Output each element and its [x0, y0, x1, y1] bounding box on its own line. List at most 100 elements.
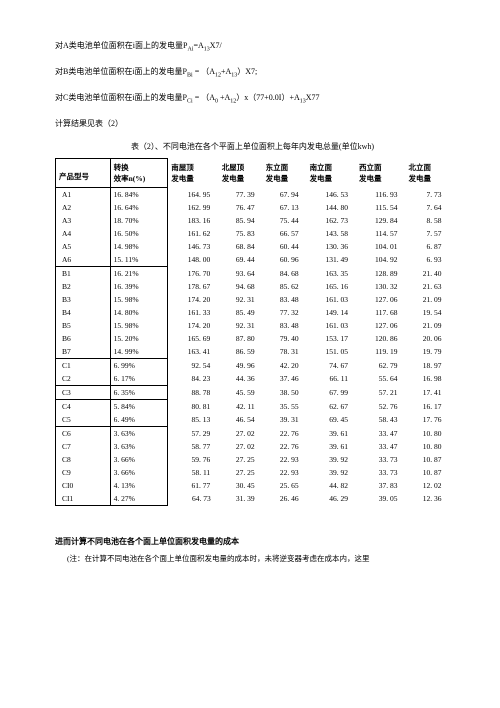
cell-value: 17. 41 [406, 386, 450, 400]
cell-value: 12. 02 [406, 479, 450, 492]
cell-value: 131. 49 [307, 253, 356, 267]
cell-value: 127. 06 [356, 319, 405, 332]
cell-value: 6. 87 [406, 240, 450, 253]
table-row: B714. 99%163. 4186. 5978. 31151. 05119. … [56, 345, 450, 359]
header-product: 产品型号 [56, 159, 111, 188]
table-row: CI04. 13%61. 7730. 4525. 6544. 8237. 831… [56, 479, 450, 492]
cell-value: 128. 89 [356, 267, 405, 281]
cell-product: B6 [56, 332, 111, 345]
cell-value: 178. 67 [168, 280, 219, 293]
cell-value: 39. 61 [307, 427, 356, 441]
cell-value: 153. 17 [307, 332, 356, 345]
cell-value: 38. 50 [263, 386, 307, 400]
cell-product: CI1 [56, 492, 111, 506]
bottom-heading: 进而计算不同电池在各个面上单位面积发电量的成本 [55, 536, 450, 547]
cell-value: 33. 47 [356, 440, 405, 453]
cell-value: 75. 44 [263, 214, 307, 227]
cell-value: 119. 19 [356, 345, 405, 359]
cell-value: 27. 25 [219, 466, 263, 479]
cell-value: 148. 00 [168, 253, 219, 267]
header-west: 西立面发电量 [356, 159, 405, 188]
header-south: 南立面发电量 [307, 159, 356, 188]
cell-value: 46. 54 [219, 413, 263, 427]
cell-value: 165. 16 [307, 280, 356, 293]
cell-value: 59. 76 [168, 453, 219, 466]
cell-value: 80. 81 [168, 400, 219, 414]
formula-2: 对B类电池单位面积在i面上的发电量PBi = （A12+A13）X7; [55, 66, 450, 80]
cell-value: 39. 92 [307, 453, 356, 466]
cell-efficiency: 15. 98% [110, 319, 168, 332]
bottom-note: (注：在计算不同电池在各个面上单位面积发电量的成本时，未将逆变器考虑在成本内，这… [55, 553, 450, 564]
cell-product: A4 [56, 227, 111, 240]
cell-product: A3 [56, 214, 111, 227]
cell-value: 49. 96 [219, 359, 263, 373]
cell-efficiency: 5. 84% [110, 400, 168, 414]
cell-value: 61. 77 [168, 479, 219, 492]
cell-value: 120. 86 [356, 332, 405, 345]
cell-value: 161. 33 [168, 306, 219, 319]
cell-efficiency: 4. 27% [110, 492, 168, 506]
table-header-row: 产品型号 转换效率n(%) 南屋顶发电量 北屋顶发电量 东立面发电量 南立面发电… [56, 159, 450, 188]
table-row: A318. 70%183. 1685. 9475. 44162. 73129. … [56, 214, 450, 227]
cell-value: 67. 13 [263, 201, 307, 214]
cell-value: 42. 11 [219, 400, 263, 414]
cell-product: A6 [56, 253, 111, 267]
header-north: 北立面发电量 [406, 159, 450, 188]
cell-value: 104. 01 [356, 240, 405, 253]
cell-product: C3 [56, 386, 111, 400]
cell-efficiency: 4. 13% [110, 479, 168, 492]
cell-value: 117. 68 [356, 306, 405, 319]
cell-value: 7. 73 [406, 188, 450, 202]
cell-product: B2 [56, 280, 111, 293]
cell-efficiency: 16. 84% [110, 188, 168, 202]
cell-value: 33. 47 [356, 427, 405, 441]
cell-value: 143. 58 [307, 227, 356, 240]
cell-value: 94. 68 [219, 280, 263, 293]
cell-value: 60. 44 [263, 240, 307, 253]
table-row: A416. 50%161. 6275. 8366. 57143. 58114. … [56, 227, 450, 240]
cell-value: 129. 84 [356, 214, 405, 227]
table-row: A615. 11%148. 0069. 4460. 96131. 49104. … [56, 253, 450, 267]
cell-value: 33. 73 [356, 453, 405, 466]
cell-product: A1 [56, 188, 111, 202]
cell-value: 10. 87 [406, 453, 450, 466]
cell-value: 27. 02 [219, 440, 263, 453]
cell-value: 19. 54 [406, 306, 450, 319]
cell-efficiency: 6. 49% [110, 413, 168, 427]
cell-value: 27. 25 [219, 453, 263, 466]
cell-efficiency: 16. 21% [110, 267, 168, 281]
cell-efficiency: 3. 66% [110, 466, 168, 479]
cell-value: 161. 03 [307, 293, 356, 306]
cell-value: 52. 76 [356, 400, 405, 414]
cell-value: 76. 47 [219, 201, 263, 214]
cell-value: 114. 57 [356, 227, 405, 240]
cell-efficiency: 15. 11% [110, 253, 168, 267]
cell-value: 39. 61 [307, 440, 356, 453]
cell-product: C2 [56, 372, 111, 386]
table-row: A216. 64%162. 9976. 4767. 13144. 80115. … [56, 201, 450, 214]
cell-value: 174. 20 [168, 319, 219, 332]
cell-efficiency: 18. 70% [110, 214, 168, 227]
cell-value: 86. 59 [219, 345, 263, 359]
cell-value: 27. 02 [219, 427, 263, 441]
cell-value: 39. 31 [263, 413, 307, 427]
data-table: 产品型号 转换效率n(%) 南屋顶发电量 北屋顶发电量 东立面发电量 南立面发电… [55, 158, 450, 506]
cell-value: 62. 79 [356, 359, 405, 373]
cell-value: 164. 95 [168, 188, 219, 202]
cell-value: 35. 55 [263, 400, 307, 414]
cell-value: 21. 63 [406, 280, 450, 293]
cell-value: 84. 68 [263, 267, 307, 281]
cell-value: 84. 23 [168, 372, 219, 386]
cell-value: 10. 80 [406, 440, 450, 453]
cell-value: 45. 59 [219, 386, 263, 400]
cell-value: 6. 93 [406, 253, 450, 267]
formula-4: 计算结果见表（2） [55, 118, 450, 129]
cell-efficiency: 3. 63% [110, 440, 168, 453]
table-row: C63. 63%57. 2927. 0222. 7639. 6133. 4710… [56, 427, 450, 441]
cell-value: 127. 06 [356, 293, 405, 306]
cell-value: 92. 54 [168, 359, 219, 373]
cell-value: 92. 31 [219, 293, 263, 306]
cell-value: 149. 14 [307, 306, 356, 319]
cell-value: 83. 48 [263, 293, 307, 306]
cell-product: CI0 [56, 479, 111, 492]
